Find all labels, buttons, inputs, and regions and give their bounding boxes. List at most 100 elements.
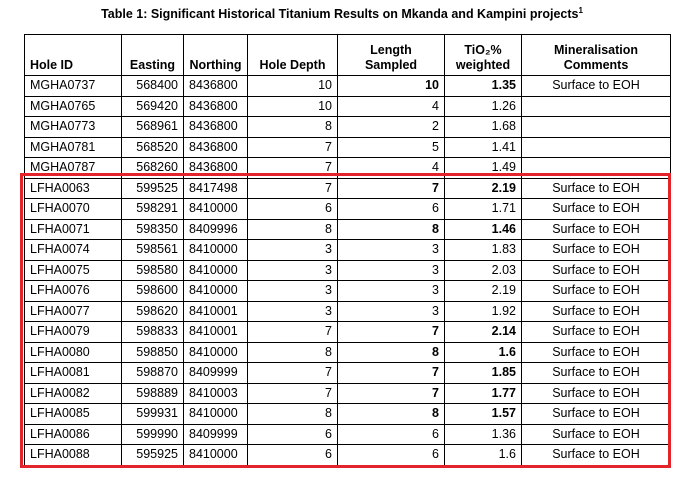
table-cell: 3	[247, 280, 338, 302]
table-row: LFHA0076 598600 8410000 3 3 2.19 Surface to EO…	[24, 280, 671, 302]
header-cell: Easting	[121, 34, 184, 76]
table-cell: 8410000	[183, 259, 248, 281]
table-row: MGHA0787 568260 8436800 7 4 1.49	[24, 157, 671, 179]
table-row: LFHA0075 598580 8410000 3 3 2.03 Surface to EO…	[24, 259, 671, 281]
table-cell: 8410000	[183, 403, 248, 425]
table-cell: 8436800	[183, 95, 248, 117]
table-cell: 2.14	[444, 321, 522, 343]
table-cell: MGHA0781	[24, 136, 122, 158]
table-cell: 595925	[121, 444, 184, 466]
table-cell: 1.83	[444, 239, 522, 261]
table-title: Table 1: Significant Historical Titanium…	[0, 6, 684, 21]
table-cell: 1.41	[444, 136, 522, 158]
table-cell: LFHA0075	[24, 259, 122, 281]
table-cell: 8410000	[183, 444, 248, 466]
header-cell: Mineralisation Comments	[521, 34, 671, 76]
table-row: LFHA0063 599525 8417498 7 7 2.19 Surface to EO…	[24, 177, 671, 199]
table-cell: 8410000	[183, 280, 248, 302]
table-cell: 5	[337, 136, 445, 158]
table-cell: LFHA0088	[24, 444, 122, 466]
table-cell: Surface to EOH	[521, 239, 671, 261]
table-row: LFHA0077 598620 8410001 3 3 1.92 Surface to EO…	[24, 300, 671, 322]
header-cell: TiO₂% weighted	[444, 34, 522, 76]
table-cell: Surface to EOH	[521, 403, 671, 425]
table-cell: Surface to EOH	[521, 423, 671, 445]
table-cell: 598291	[121, 198, 184, 220]
table-cell: 2.03	[444, 259, 522, 281]
table-cell: 7	[247, 157, 338, 179]
table-cell: 7	[337, 382, 445, 404]
table-cell: 4	[337, 157, 445, 179]
table-cell: 569420	[121, 95, 184, 117]
table-cell: 7	[247, 177, 338, 199]
table-cell: 8436800	[183, 75, 248, 97]
table-cell: 8410000	[183, 198, 248, 220]
footnote-mark: 1	[578, 6, 583, 15]
table-cell: 598870	[121, 362, 184, 384]
table-cell: 8	[337, 341, 445, 363]
table-cell: MGHA0737	[24, 75, 122, 97]
table-cell: 7	[247, 362, 338, 384]
table-cell: 6	[247, 423, 338, 445]
table-cell: 598561	[121, 239, 184, 261]
table-cell: LFHA0063	[24, 177, 122, 199]
table-cell: Surface to EOH	[521, 341, 671, 363]
table-row: MGHA0781 568520 8436800 7 5 1.41	[24, 136, 671, 158]
table-cell	[521, 136, 671, 158]
table-cell: 10	[247, 95, 338, 117]
table-cell: 8410001	[183, 300, 248, 322]
table-cell	[521, 116, 671, 138]
table-cell: 7	[247, 136, 338, 158]
table-row: MGHA0765 569420 8436800 10 4 1.26	[24, 95, 671, 117]
table-cell: 8	[247, 218, 338, 240]
table-cell: 3	[337, 280, 445, 302]
table-body: MGHA0737 568400 8436800 10 10 1.35 Surface to …	[24, 75, 671, 466]
table-cell: 568961	[121, 116, 184, 138]
table-cell: Surface to EOH	[521, 300, 671, 322]
table-cell: 2.19	[444, 177, 522, 199]
table-cell: 8410000	[183, 239, 248, 261]
header-cell: Northing	[183, 34, 248, 76]
results-table: Hole ID Easting Northing Hole Depth Length S…	[24, 34, 671, 466]
table-cell: 3	[337, 239, 445, 261]
table-cell: 599525	[121, 177, 184, 199]
table-cell: LFHA0074	[24, 239, 122, 261]
table-cell: 1.36	[444, 423, 522, 445]
table-cell: Surface to EOH	[521, 321, 671, 343]
table-row: LFHA0088 595925 8410000 6 6 1.6 Surface to EOH	[24, 444, 671, 466]
table-cell: 3	[247, 259, 338, 281]
table-cell: 7	[337, 362, 445, 384]
table-cell: MGHA0773	[24, 116, 122, 138]
table-cell: 7	[247, 382, 338, 404]
table-cell: 8436800	[183, 157, 248, 179]
table-cell	[521, 95, 671, 117]
table-cell: 8409996	[183, 218, 248, 240]
table-cell: LFHA0080	[24, 341, 122, 363]
table-row: LFHA0082 598889 8410003 7 7 1.77 Surface to EO…	[24, 382, 671, 404]
table-cell: 8410003	[183, 382, 248, 404]
table-cell: 1.77	[444, 382, 522, 404]
table-cell: 598580	[121, 259, 184, 281]
table-cell: 8	[337, 218, 445, 240]
table-cell: Surface to EOH	[521, 75, 671, 97]
table-cell: LFHA0085	[24, 403, 122, 425]
table-cell: 6	[337, 423, 445, 445]
table-cell: LFHA0070	[24, 198, 122, 220]
table-cell: 8	[247, 341, 338, 363]
table-cell: 6	[337, 198, 445, 220]
table-cell: 598833	[121, 321, 184, 343]
table-row: LFHA0074 598561 8410000 3 3 1.83 Surface to EO…	[24, 239, 671, 261]
table-cell: Surface to EOH	[521, 218, 671, 240]
table-cell: 2.19	[444, 280, 522, 302]
table-cell: Surface to EOH	[521, 362, 671, 384]
table-cell: Surface to EOH	[521, 198, 671, 220]
table-cell: Surface to EOH	[521, 280, 671, 302]
table-cell: 4	[337, 95, 445, 117]
table-cell: 598350	[121, 218, 184, 240]
table-cell: 1.6	[444, 341, 522, 363]
table-cell: 1.26	[444, 95, 522, 117]
table-cell: Surface to EOH	[521, 177, 671, 199]
table-cell: 3	[337, 300, 445, 322]
table-cell: 8409999	[183, 362, 248, 384]
